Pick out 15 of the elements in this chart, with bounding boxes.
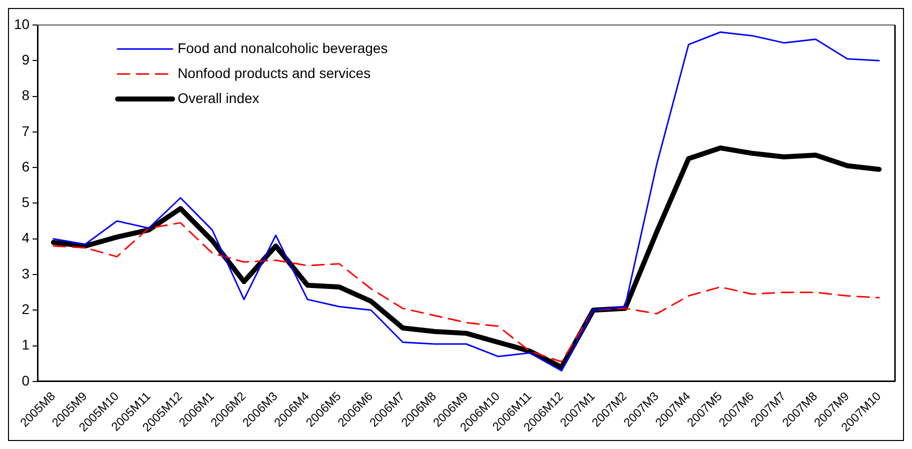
legend-label: Nonfood products and services (178, 64, 371, 81)
y-tick-label: 0 (22, 372, 30, 388)
legend-label: Overall index (178, 90, 260, 106)
y-tick-label: 5 (22, 194, 30, 210)
y-tick-label: 3 (22, 265, 30, 282)
y-tick-label: 10 (14, 16, 30, 32)
y-tick-label: 9 (22, 52, 30, 68)
y-tick-label: 7 (22, 122, 30, 139)
y-tick-label: 2 (22, 301, 30, 318)
line-series (52, 222, 880, 363)
y-tick-label: 8 (22, 87, 30, 104)
y-tick-label: 1 (22, 336, 30, 353)
y-tick-label: 4 (22, 230, 30, 246)
y-tick-label: 6 (22, 158, 30, 174)
legend-label: Food and nonalcoholic beverages (178, 40, 388, 56)
